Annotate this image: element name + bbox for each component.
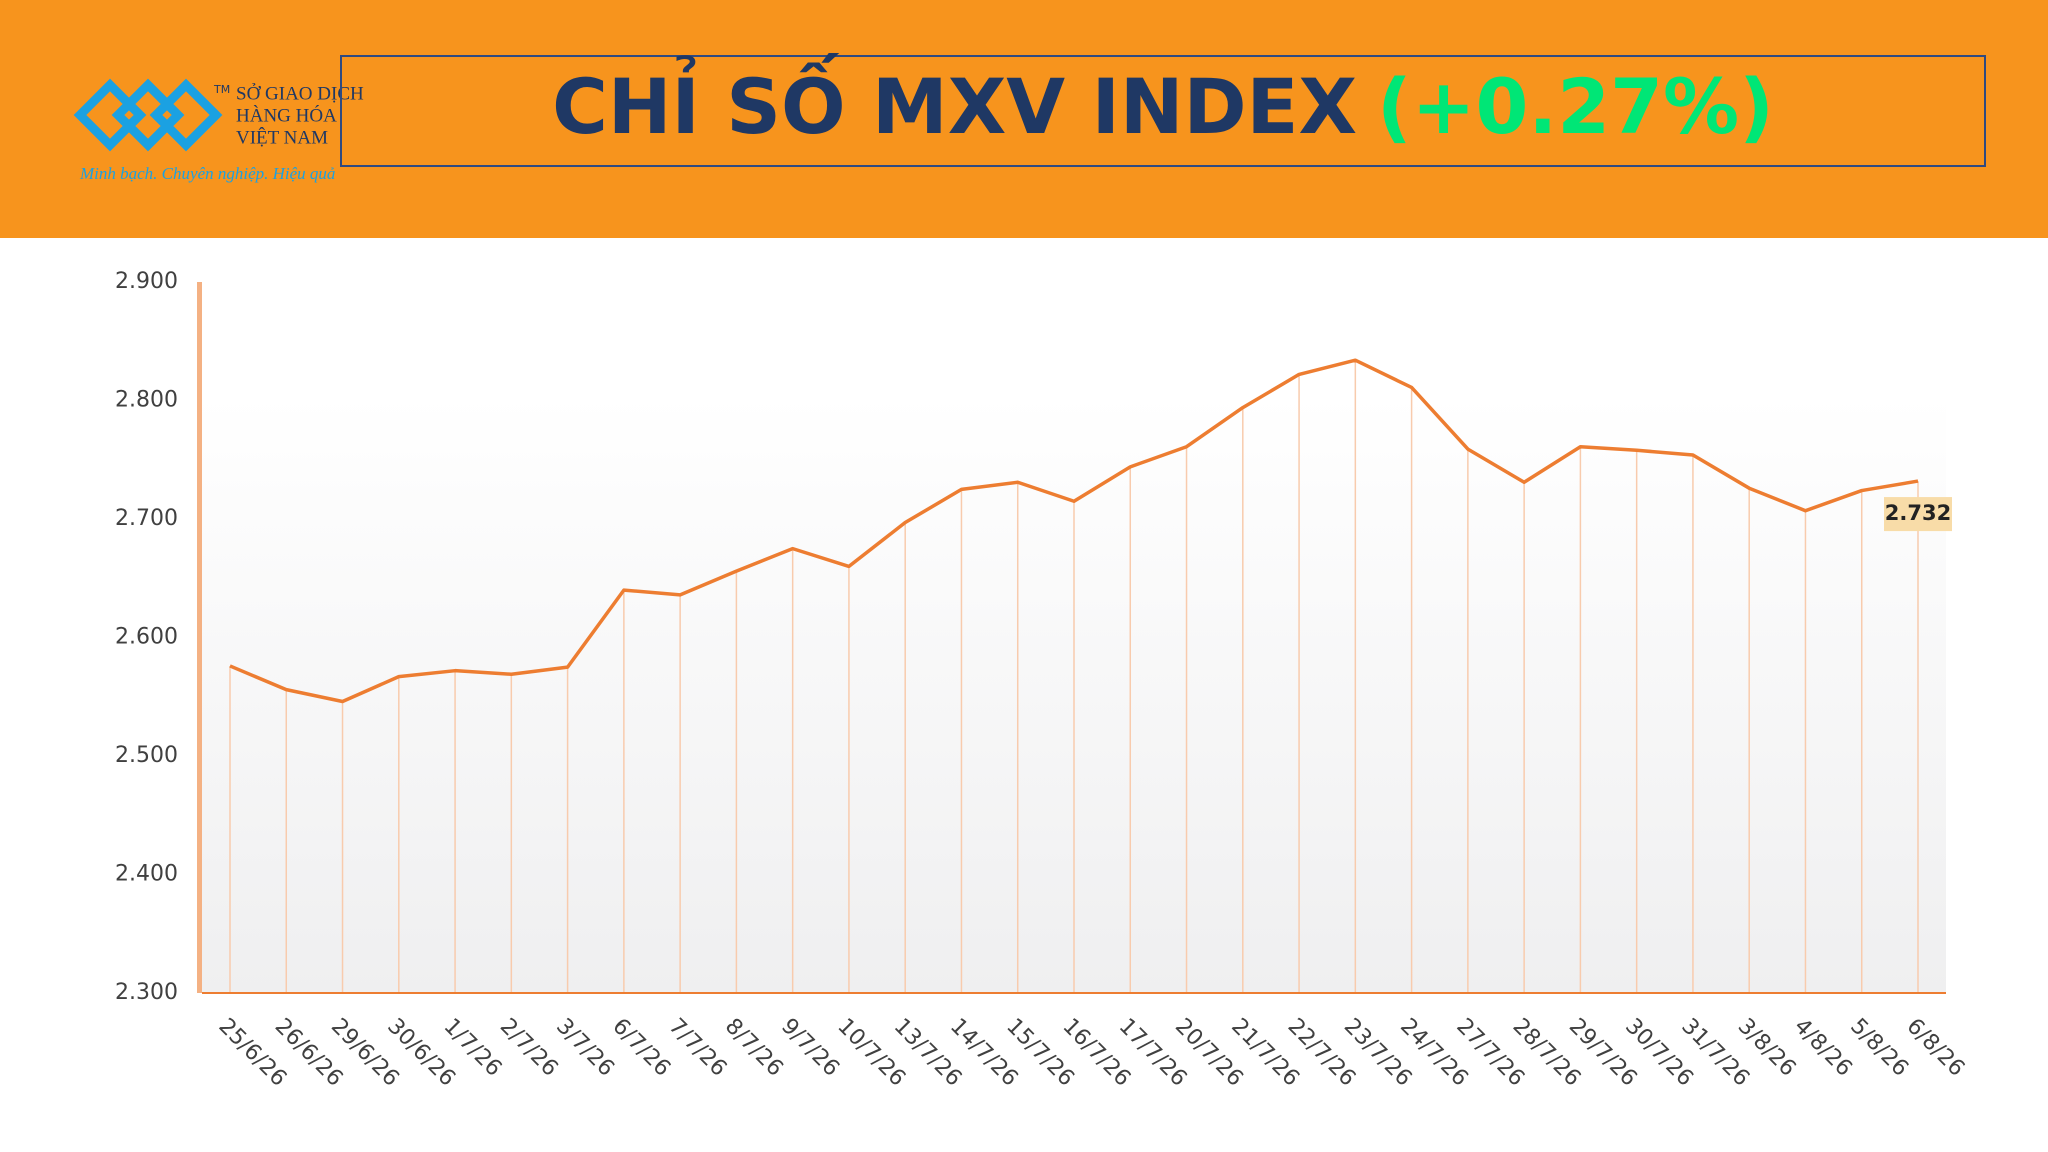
y-tick-label: 2.400 [115, 862, 178, 887]
x-tick-label: 4/8/26 [1789, 1014, 1857, 1082]
logo-name: HÀNG HÓA [236, 104, 337, 126]
slogan: Minh bạch. Chuyên nghiệp. Hiệu quả [79, 164, 335, 183]
x-tick-label: 9/7/26 [776, 1014, 844, 1082]
y-tick-label: 2.700 [115, 506, 178, 531]
value-label: 2.732 [1885, 501, 1951, 525]
x-tick-label: 6/7/26 [607, 1014, 675, 1082]
x-tick-label: 3/7/26 [551, 1014, 619, 1082]
title-box [340, 55, 1986, 167]
y-tick-label: 2.800 [115, 388, 178, 413]
y-tick-label: 2.300 [115, 980, 178, 1005]
y-axis [197, 282, 202, 993]
x-tick-label: 6/8/26 [1902, 1014, 1970, 1082]
logo: TM SỞ GIAO DỊCH HÀNG HÓA VIỆT NAM Minh b… [73, 78, 364, 183]
logo-icon [73, 78, 223, 152]
value-label-box [1884, 497, 1952, 532]
x-tick-label: 7/7/26 [664, 1014, 732, 1082]
logo-name: SỞ GIAO DỊCH [236, 82, 364, 104]
x-tick-label: 2/7/26 [495, 1014, 563, 1082]
y-tick-label: 2.500 [115, 743, 178, 768]
title-text: CHỈ SỐ MXV INDEX [552, 52, 1357, 151]
x-tick-label: 5/8/26 [1845, 1014, 1913, 1082]
logo-tm: TM [213, 83, 230, 96]
y-tick-label: 2.600 [115, 625, 178, 650]
x-tick-label: 8/7/26 [720, 1014, 788, 1082]
logo-name: VIỆT NAM [236, 126, 328, 148]
data-line [229, 358, 1919, 704]
y-tick-label: 2.900 [115, 269, 178, 294]
chart-title: CHỈ SỐ MXV INDEX (+0.27%) [552, 52, 1774, 151]
title-change: (+0.27%) [1377, 62, 1774, 151]
